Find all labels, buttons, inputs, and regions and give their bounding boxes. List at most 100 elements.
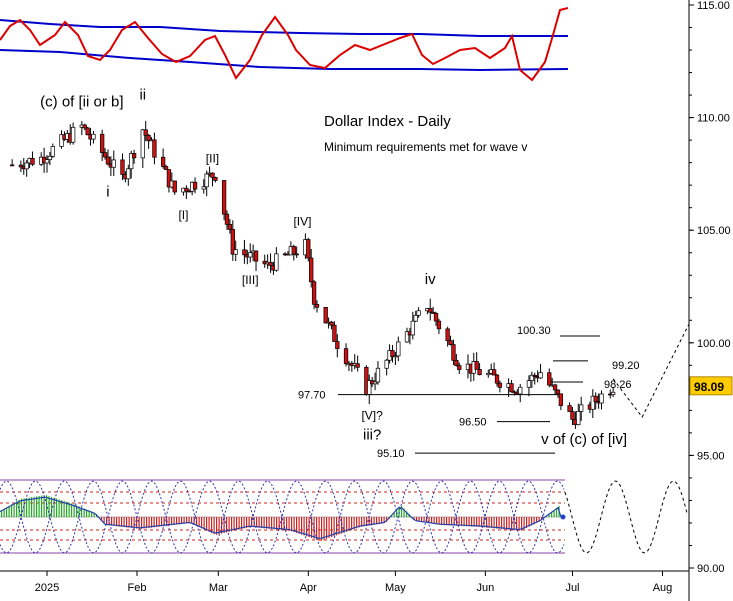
histogram-bar-down — [126, 517, 128, 528]
current-price-label: 98.09 — [694, 380, 724, 394]
cycle-projection — [564, 480, 688, 554]
level-label: 96.50 — [459, 417, 487, 429]
histogram-bar-up — [68, 502, 70, 517]
smoothed-line — [0, 496, 562, 539]
candle-down — [436, 320, 442, 330]
histogram-bar-down — [248, 517, 250, 528]
candle-down — [143, 129, 148, 136]
histogram-bar-down — [133, 517, 135, 529]
histogram-bar-down — [218, 517, 220, 535]
histogram-bar-down — [123, 517, 125, 528]
top-indicator-panel — [0, 7, 569, 82]
candle-up — [47, 155, 53, 160]
candle-up — [111, 159, 116, 168]
histogram-bar-down — [226, 517, 228, 533]
candle-down — [210, 172, 215, 178]
histogram-bar-down — [413, 517, 415, 520]
level-label: 99.20 — [612, 360, 640, 372]
histogram-bar-down — [446, 517, 448, 526]
candle-up — [24, 162, 29, 170]
histogram-bar-down — [223, 517, 225, 534]
level-label: 100.30 — [517, 325, 551, 337]
histogram-bar-down — [198, 517, 200, 528]
x-tick-label: Feb — [128, 582, 147, 594]
level-label: 95.10 — [377, 448, 405, 460]
histogram-bar-down — [158, 517, 160, 527]
histogram-bar-down — [298, 517, 300, 534]
histogram-bar-up — [13, 502, 15, 517]
candle-down — [163, 166, 169, 170]
histogram-bar-down — [333, 517, 335, 537]
x-axis: 2025 Feb Mar Apr May Jun Jul Aug — [0, 570, 689, 594]
histogram-bar-up — [18, 499, 20, 517]
chart-title: Dollar Index - Daily — [324, 113, 451, 130]
histogram-bar-down — [466, 517, 468, 527]
y-tick-label: 95.00 — [697, 450, 725, 462]
histogram-bar-up — [28, 497, 30, 517]
histogram-bar-down — [498, 517, 500, 529]
histogram-bar-up — [31, 497, 33, 517]
histogram-bar-up — [58, 499, 60, 517]
histogram-bar-down — [371, 517, 373, 526]
x-tick-label: 2025 — [35, 582, 59, 594]
histogram-bar-down — [386, 517, 388, 522]
candle-up — [204, 173, 209, 188]
histogram-bar-down — [188, 517, 190, 524]
histogram-bar-down — [366, 517, 368, 527]
histogram-bar-down — [458, 517, 460, 526]
histogram-bar-down — [496, 517, 498, 529]
histogram-bar-down — [151, 517, 153, 528]
histogram-bar-up — [36, 496, 38, 517]
candle-down — [477, 369, 482, 376]
histogram-bar-down — [138, 517, 140, 529]
histogram-bar-down — [136, 517, 138, 529]
histogram-bar-down — [481, 517, 483, 528]
histogram-bar-down — [191, 517, 193, 524]
candle-down — [428, 308, 433, 313]
candle-up — [274, 253, 279, 271]
histogram-bar-down — [178, 517, 180, 525]
histogram-bar-up — [61, 500, 63, 517]
histogram-bar-down — [341, 517, 343, 534]
wave-label: [V]? — [361, 408, 383, 422]
histogram-bar-down — [146, 517, 148, 529]
y-tick-label: 90.00 — [697, 563, 725, 575]
candle-down — [184, 187, 189, 192]
histogram-bar-down — [536, 517, 538, 523]
candle-down — [355, 363, 360, 368]
candle-up — [367, 380, 372, 395]
candle-down — [494, 374, 500, 384]
histogram-bar-up — [33, 496, 35, 517]
candle-up — [518, 386, 523, 395]
histogram-bar-down — [501, 517, 503, 530]
candle-down — [335, 341, 340, 350]
histogram-bar-down — [268, 517, 270, 529]
histogram-bar-down — [246, 517, 248, 528]
candle-down — [567, 405, 572, 412]
histogram-bar-down — [528, 517, 530, 527]
candle-up — [201, 186, 206, 190]
histogram-bar-down — [116, 517, 118, 527]
histogram-bar-down — [231, 517, 233, 532]
histogram-bar-down — [343, 517, 345, 533]
current-marker — [560, 514, 566, 520]
histogram-bar-down — [293, 517, 295, 533]
candle-up — [610, 391, 616, 395]
histogram-bar-down — [301, 517, 303, 535]
candle-up — [59, 134, 64, 147]
histogram-bar-up — [548, 514, 550, 517]
lower-band — [0, 49, 569, 72]
histogram-bar-down — [423, 517, 425, 523]
histogram-bar-down — [303, 517, 305, 536]
x-tick-label: Jul — [565, 582, 579, 594]
candle-down — [10, 164, 15, 167]
histogram-bar-down — [211, 517, 213, 534]
histogram-bar-down — [168, 517, 170, 526]
candle-down — [474, 361, 479, 370]
candle-down — [221, 180, 227, 215]
histogram-bar-down — [186, 517, 188, 524]
candle-down — [213, 177, 218, 181]
histogram-bar-up — [43, 495, 45, 517]
histogram-bar-up — [546, 516, 548, 517]
